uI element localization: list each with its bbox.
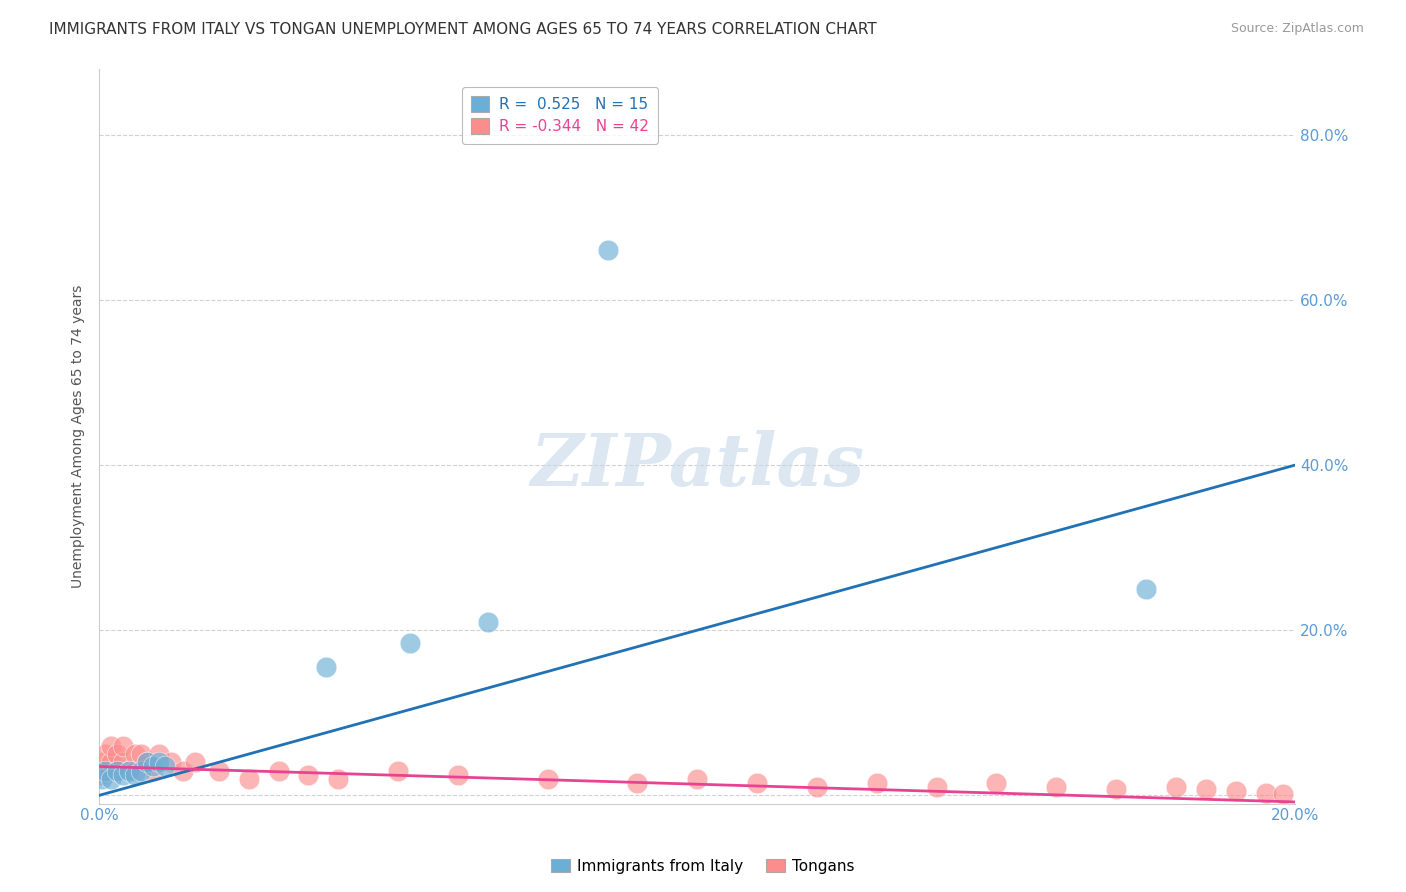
Point [626, 776, 648, 790]
Point [1272, 787, 1295, 801]
Point [596, 244, 619, 258]
Point [112, 756, 135, 770]
Y-axis label: Unemployment Among Ages 65 to 74 years: Unemployment Among Ages 65 to 74 years [72, 285, 86, 588]
Point [129, 764, 152, 778]
Point [160, 756, 183, 770]
Point [136, 756, 159, 770]
Point [1105, 781, 1128, 796]
Point [100, 739, 122, 753]
Point [1045, 780, 1067, 794]
Point [129, 747, 152, 761]
Point [1195, 781, 1218, 796]
Point [745, 776, 768, 790]
Point [105, 747, 128, 761]
Point [1164, 780, 1187, 794]
Point [100, 772, 122, 786]
Point [124, 768, 146, 782]
Point [315, 660, 337, 674]
Point [238, 772, 260, 786]
Point [124, 747, 146, 761]
Point [91, 756, 114, 770]
Point [267, 764, 290, 778]
Point [105, 764, 128, 778]
Point [537, 772, 560, 786]
Point [1135, 582, 1157, 596]
Point [184, 756, 207, 770]
Point [100, 756, 122, 770]
Point [686, 772, 709, 786]
Point [94, 764, 117, 778]
Point [89, 768, 111, 782]
Point [208, 764, 231, 778]
Point [172, 764, 194, 778]
Point [986, 776, 1008, 790]
Point [328, 772, 350, 786]
Point [94, 764, 117, 778]
Point [112, 739, 135, 753]
Point [297, 768, 319, 782]
Text: IMMIGRANTS FROM ITALY VS TONGAN UNEMPLOYMENT AMONG AGES 65 TO 74 YEARS CORRELATI: IMMIGRANTS FROM ITALY VS TONGAN UNEMPLOY… [49, 22, 877, 37]
Point [1225, 784, 1247, 798]
Point [387, 764, 409, 778]
Legend: Immigrants from Italy, Tongans: Immigrants from Italy, Tongans [546, 853, 860, 880]
Point [148, 747, 170, 761]
Point [124, 764, 146, 778]
Point [925, 780, 948, 794]
Point [399, 635, 422, 649]
Point [91, 772, 114, 786]
Text: Source: ZipAtlas.com: Source: ZipAtlas.com [1230, 22, 1364, 36]
Point [118, 764, 141, 778]
Point [142, 759, 165, 773]
Point [105, 764, 128, 778]
Point [806, 780, 828, 794]
Point [1254, 786, 1277, 800]
Point [477, 615, 499, 629]
Point [118, 764, 141, 778]
Point [447, 768, 470, 782]
Point [153, 759, 176, 773]
Point [142, 764, 165, 778]
Legend: R =  0.525   N = 15, R = -0.344   N = 42: R = 0.525 N = 15, R = -0.344 N = 42 [461, 87, 658, 144]
Point [94, 747, 117, 761]
Text: ZIPatlas: ZIPatlas [530, 430, 865, 501]
Point [136, 756, 159, 770]
Point [112, 768, 135, 782]
Point [866, 776, 889, 790]
Point [148, 756, 170, 770]
